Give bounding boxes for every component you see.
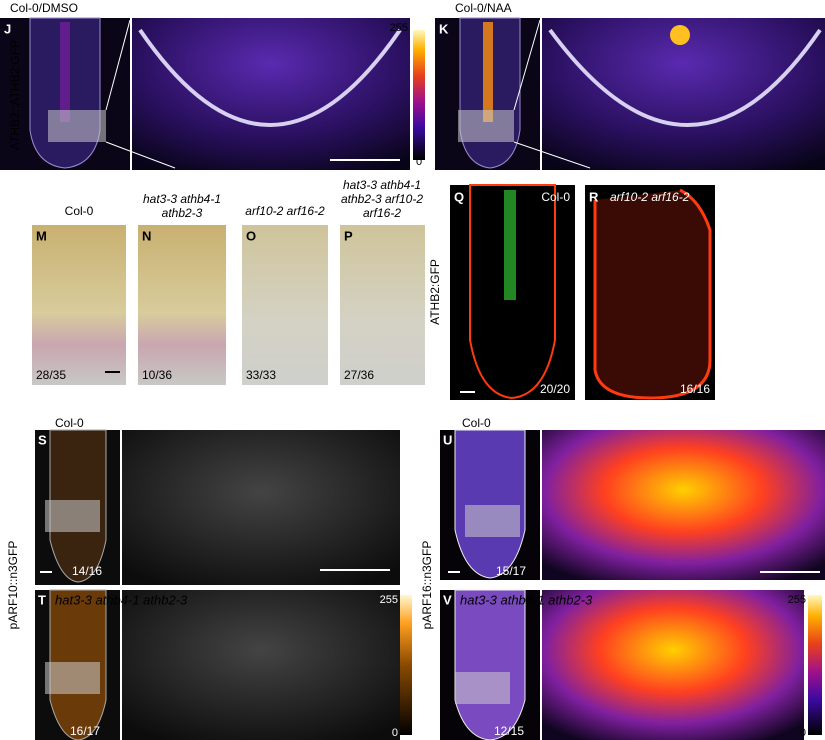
panel-letter: S (38, 432, 47, 447)
panel-letter: K (439, 21, 449, 36)
panel-title: arf16-2 (363, 206, 401, 220)
colorbar-max: 255 (788, 594, 806, 606)
panel-title: Col-0 (55, 416, 84, 430)
panel-count: 16/17 (70, 724, 100, 738)
panel-letter: Q (454, 189, 464, 204)
panel-count: 10/36 (142, 368, 172, 382)
panel-count: 28/35 (36, 368, 66, 382)
panel-letter: R (589, 189, 599, 204)
panel-letter: M (36, 228, 47, 243)
panel-count: 12/15 (494, 724, 524, 738)
panel-title: arf10-2 arf16-2 (610, 190, 690, 204)
panel-title: hat3-3 athb4-1 (343, 178, 421, 192)
panel-letter: J (4, 21, 11, 36)
panel-letter: T (38, 592, 46, 607)
colorbar-min: 0 (416, 156, 422, 168)
panel-title: Col-0 (541, 190, 570, 204)
panel-title: Col-0 (462, 416, 491, 430)
panel-title: hat3-3 athb4-1 (143, 192, 221, 206)
panel-title: hat3-3 athb4-1 athb2-3 (55, 592, 188, 607)
panel-letter: N (142, 228, 151, 243)
colorbar-max: 255 (380, 594, 398, 606)
panel-title: athb2-3 (162, 206, 203, 220)
panel-title: Col-0 (65, 204, 94, 218)
colorbar-min: 0 (392, 727, 398, 739)
panel-letter: U (443, 432, 452, 447)
panel-count: 27/36 (344, 368, 374, 382)
panel-count: 16/16 (680, 382, 710, 396)
panel-letter: V (443, 592, 452, 607)
row-label: pARF16::n3GFP (420, 541, 434, 630)
panel-letter: P (344, 228, 353, 243)
panel-title: hat3-3 athb4-1 athb2-3 (460, 592, 593, 607)
panel-letter: O (246, 228, 256, 243)
panel-title: arf10-2 arf16-2 (245, 204, 325, 218)
panel-count: 20/20 (540, 382, 570, 396)
panel-title: Col-0/DMSO (10, 1, 78, 15)
panel-title: Col-0/NAA (455, 1, 512, 15)
row-label: ATHB2::ATHB2:GFP (8, 40, 22, 150)
panel-count: 15/17 (496, 564, 526, 578)
panel-count: 14/16 (72, 564, 102, 578)
row-label: ATHB2:GFP (428, 259, 442, 325)
colorbar-max: 255 (390, 22, 408, 34)
row-label: pARF10::n3GFP (6, 541, 20, 630)
colorbar-min: 0 (800, 727, 806, 739)
panel-count: 33/33 (246, 368, 276, 382)
panel-title: athb2-3 arf10-2 (341, 192, 423, 206)
